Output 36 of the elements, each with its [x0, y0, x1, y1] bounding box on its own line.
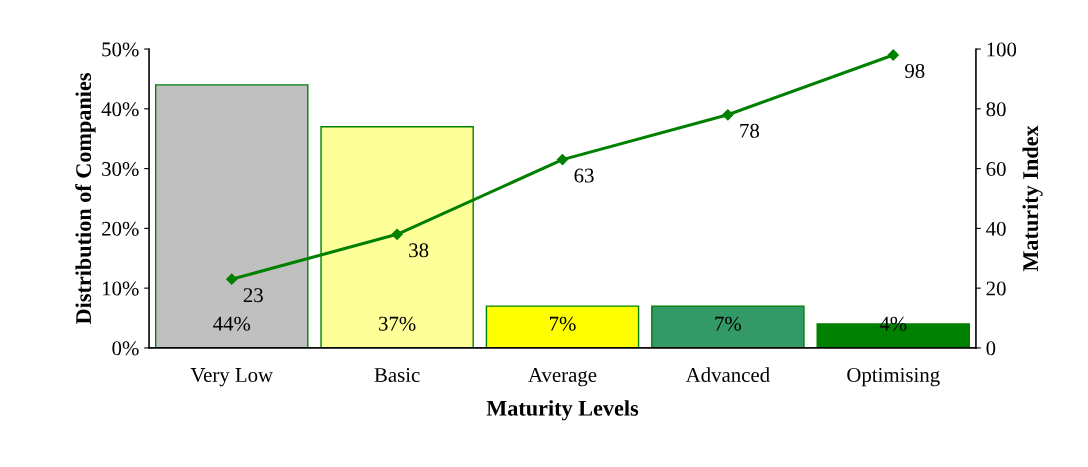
bar [485, 305, 640, 348]
point [722, 109, 734, 121]
point [887, 49, 899, 61]
y2-tick-label: 60 [986, 161, 1006, 177]
y-tick-label: 40% [101, 102, 139, 117]
data-label: 63 [574, 168, 594, 183]
y2-tick-label: 20 [986, 281, 1006, 296]
x-axis-title: Maturity Levels [486, 400, 639, 421]
data-label: 23 [243, 288, 263, 303]
y2-axis-title: Maturity Index [1022, 125, 1043, 272]
data-label: 7% [715, 316, 742, 331]
data-label: 37% [379, 316, 416, 331]
point [556, 154, 569, 166]
x-tick-label: Very Low [190, 368, 274, 387]
y-axis-title: Distribution of Companies [75, 73, 96, 325]
y-tick-label: 50% [102, 42, 139, 57]
y2-tick-label: 100 [987, 42, 1017, 57]
y2-tick-label: 40 [986, 221, 1006, 236]
y2-tick-label: 0 [986, 341, 996, 356]
data-label: 38 [409, 243, 429, 258]
x-tick-label: Average [528, 368, 597, 387]
bar [651, 305, 805, 348]
x-tick-label: Basic [374, 368, 420, 383]
y-tick-label: 30% [102, 161, 139, 177]
data-label: 98 [905, 63, 925, 79]
x-tick-label: Advanced [685, 367, 770, 383]
y-tick-label: 10% [102, 281, 139, 296]
data-label: 78 [740, 123, 760, 138]
data-label: 7% [549, 316, 576, 331]
point [226, 273, 238, 285]
point [391, 228, 403, 240]
y2-tick-label: 80 [986, 102, 1006, 117]
y-tick-label: 0% [112, 341, 139, 356]
x-tick-label: Optimising [847, 367, 940, 387]
y-tick-label: 20% [102, 221, 139, 236]
data-label: 44% [213, 316, 251, 331]
